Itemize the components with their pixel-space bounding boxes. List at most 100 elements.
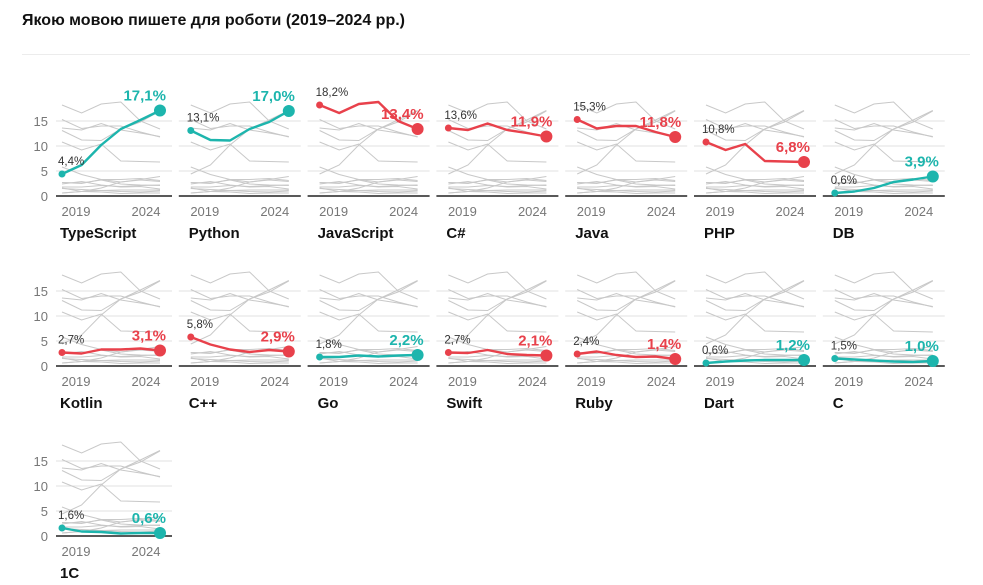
context-line-java — [190, 289, 289, 308]
start-point — [702, 359, 710, 367]
context-line-java — [190, 119, 289, 138]
context-line-1c — [319, 187, 418, 195]
end-value-label: 1,2% — [776, 337, 810, 354]
context-line-typescript — [448, 280, 547, 345]
start-value-label: 0,6% — [702, 345, 728, 357]
series-line — [61, 526, 160, 535]
x-tick-label: 2019 — [706, 204, 735, 219]
context-line-javascript — [834, 271, 933, 300]
y-tick-label: 10 — [34, 479, 48, 494]
start-point — [702, 138, 710, 146]
panel-kotlin: 0 5 10 15 2,7% 3,1% 2019 2024 Kotlin — [34, 271, 172, 412]
context-line-typescript — [190, 280, 290, 345]
x-tick-label: 2024 — [776, 374, 805, 389]
context-line-php — [705, 311, 805, 333]
y-tick-label: 5 — [41, 334, 48, 349]
context-line-swift — [834, 349, 933, 356]
context-line-dart — [319, 189, 418, 194]
end-value-label: 2,9% — [261, 329, 295, 346]
context-line-javascript — [61, 441, 161, 470]
start-value-label: 13,1% — [187, 113, 220, 125]
context-line-c- — [577, 336, 676, 353]
context-line-python — [576, 280, 676, 312]
y-tick-label: 0 — [41, 529, 48, 544]
context-line-dart — [448, 189, 547, 194]
end-point — [282, 105, 295, 117]
y-tick-label: 15 — [34, 454, 48, 469]
context-line-javascript — [61, 101, 161, 130]
start-value-label: 4,4% — [58, 156, 84, 168]
context-line-swift — [61, 179, 161, 186]
panel-title: C# — [446, 225, 466, 242]
start-value-label: 1,5% — [831, 341, 857, 353]
context-line-python — [834, 110, 934, 142]
end-point — [282, 345, 295, 358]
context-line-1c — [61, 357, 160, 365]
context-line-c- — [705, 166, 805, 183]
x-tick-label: 2024 — [776, 204, 805, 219]
end-value-label: 1,4% — [647, 336, 681, 353]
y-tick-label: 15 — [34, 284, 48, 299]
x-tick-label: 2024 — [132, 204, 161, 219]
context-line-python — [576, 110, 676, 142]
context-line-1c — [190, 357, 289, 365]
context-line-java — [576, 289, 676, 308]
context-line-typescript — [834, 280, 934, 345]
start-point — [831, 189, 839, 197]
context-line-c- — [834, 166, 933, 183]
end-value-label: 0,6% — [132, 510, 166, 527]
panel-c-: 5,8% 2,9% 2019 2024 C++ — [178, 271, 301, 412]
context-line-ruby — [190, 350, 289, 360]
x-tick-label: 2024 — [904, 204, 933, 219]
context-line-1c — [448, 187, 547, 195]
context-line-ruby — [705, 350, 805, 360]
context-line-python — [705, 110, 805, 142]
context-line-typescript — [61, 280, 161, 345]
context-line-c- — [834, 336, 933, 353]
start-value-label: 0,6% — [831, 175, 857, 187]
end-value-label: 17,1% — [123, 88, 166, 105]
end-point — [154, 104, 166, 117]
context-line-swift — [705, 179, 805, 186]
panel-title: Python — [189, 225, 240, 242]
x-tick-label: 2024 — [647, 204, 676, 219]
context-line-c- — [319, 122, 418, 137]
series-line — [319, 100, 419, 131]
context-line-typescript — [319, 280, 418, 345]
series-line — [448, 348, 547, 357]
start-value-label: 1,6% — [58, 510, 84, 522]
x-tick-label: 2019 — [834, 204, 863, 219]
context-line-php — [319, 311, 418, 333]
end-point — [411, 123, 424, 135]
context-line-python — [448, 280, 547, 312]
context-line-1c — [705, 187, 804, 195]
y-tick-label: 10 — [34, 139, 48, 154]
start-value-label: 10,8% — [702, 124, 735, 136]
context-line-php — [448, 141, 547, 163]
context-line-c- — [577, 166, 676, 183]
start-value-label: 5,8% — [187, 319, 213, 331]
end-point — [926, 170, 939, 183]
panel-title: C — [833, 395, 844, 412]
context-line-c — [190, 188, 289, 193]
x-tick-label: 2024 — [389, 374, 418, 389]
context-line-php — [61, 141, 161, 163]
context-line-c- — [190, 166, 289, 183]
end-value-label: 3,1% — [132, 328, 166, 345]
end-value-label: 11,8% — [639, 114, 681, 131]
context-line-1c — [577, 187, 676, 195]
panel-title: C++ — [189, 395, 218, 412]
context-line-1c — [61, 187, 160, 195]
context-line-c- — [61, 462, 161, 477]
x-tick-label: 2024 — [647, 374, 676, 389]
start-point — [316, 353, 324, 361]
context-line-dart — [190, 359, 289, 364]
context-line-ruby — [834, 350, 933, 360]
x-tick-label: 2024 — [260, 204, 289, 219]
x-tick-label: 2024 — [518, 204, 547, 219]
context-line-c — [61, 188, 161, 193]
x-tick-label: 2024 — [132, 544, 161, 559]
y-tick-label: 10 — [34, 309, 48, 324]
panel-title: Dart — [704, 395, 734, 412]
start-point — [58, 524, 66, 532]
